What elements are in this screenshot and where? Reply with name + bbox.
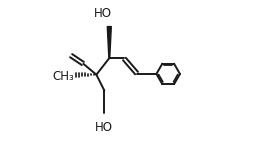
Polygon shape (107, 27, 111, 58)
Text: CH₃: CH₃ (52, 70, 74, 83)
Text: HO: HO (94, 7, 112, 20)
Text: HO: HO (95, 121, 113, 134)
